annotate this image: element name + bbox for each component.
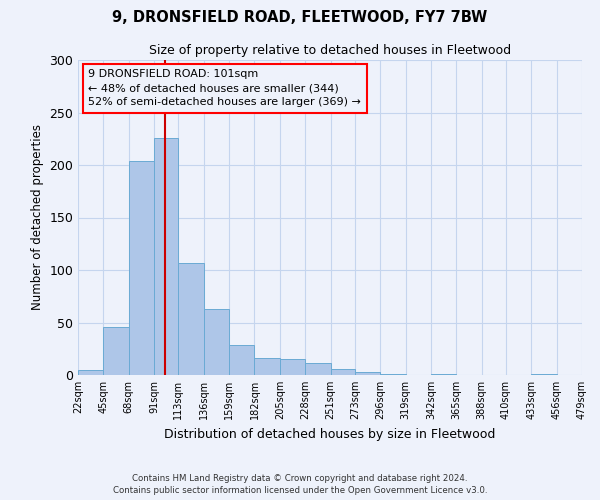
Bar [154, 138, 178, 375]
Bar [431, 374, 456, 375]
Bar [331, 368, 355, 375]
Bar [305, 364, 331, 375]
Bar [78, 370, 103, 375]
Bar [178, 262, 204, 375]
Bar [531, 374, 557, 375]
Bar [229, 344, 254, 375]
Title: Size of property relative to detached houses in Fleetwood: Size of property relative to detached ho… [149, 44, 511, 58]
Bar [355, 372, 380, 375]
Text: 9 DRONSFIELD ROAD: 101sqm
← 48% of detached houses are smaller (344)
52% of semi: 9 DRONSFIELD ROAD: 101sqm ← 48% of detac… [88, 70, 361, 108]
Text: Contains HM Land Registry data © Crown copyright and database right 2024.
Contai: Contains HM Land Registry data © Crown c… [113, 474, 487, 495]
Bar [204, 309, 229, 375]
X-axis label: Distribution of detached houses by size in Fleetwood: Distribution of detached houses by size … [164, 428, 496, 440]
Bar [380, 374, 406, 375]
Bar [103, 326, 129, 375]
Bar [280, 359, 305, 375]
Y-axis label: Number of detached properties: Number of detached properties [31, 124, 44, 310]
Bar [129, 161, 154, 375]
Bar [254, 358, 280, 375]
Text: 9, DRONSFIELD ROAD, FLEETWOOD, FY7 7BW: 9, DRONSFIELD ROAD, FLEETWOOD, FY7 7BW [112, 10, 488, 25]
